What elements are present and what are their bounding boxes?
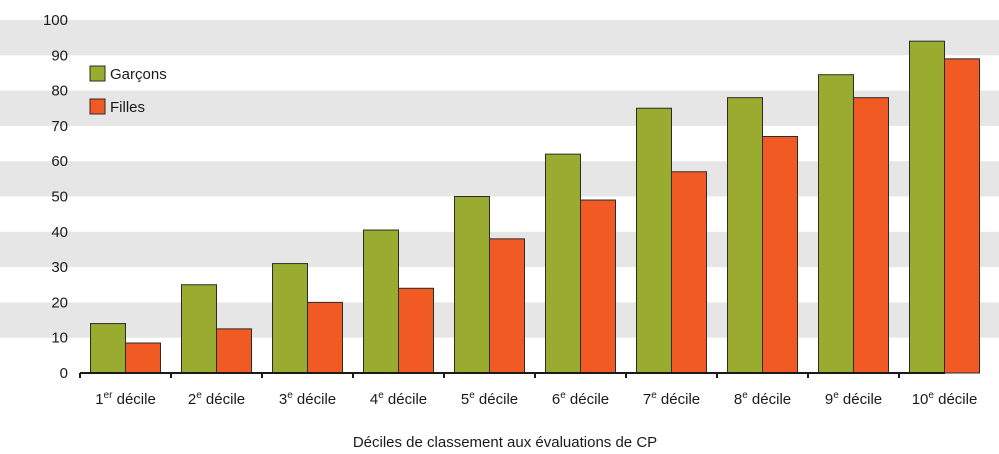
y-tick-label: 10 [51, 330, 68, 347]
bar-filles [944, 58, 980, 374]
bar-garcons [727, 97, 763, 374]
bar-garcons [363, 229, 399, 374]
x-tick-label: 10e décile [912, 390, 978, 408]
y-tick-label: 20 [51, 294, 68, 311]
bar-garcons [90, 323, 126, 374]
x-tick-label: 4e décile [370, 390, 427, 408]
bar-filles [671, 171, 707, 374]
bar-garcons [181, 284, 217, 374]
legend-label: Filles [110, 99, 145, 116]
y-tick-label: 30 [51, 259, 68, 276]
x-tick-label: 8e décile [734, 390, 791, 408]
bar-garcons [545, 153, 581, 374]
bar-filles [307, 301, 343, 374]
x-tick-label: 3e décile [279, 390, 336, 408]
x-tick-label: 7e décile [643, 390, 700, 408]
bar-filles [580, 199, 616, 374]
y-tick-label: 80 [51, 83, 68, 100]
x-tick-label: 6e décile [552, 390, 609, 408]
y-tick-label: 70 [51, 118, 68, 135]
x-axis-tick-labels: 1er décile 2e décile 3e décile 4e décile 5e … [95, 390, 977, 408]
y-tick-label: 50 [51, 189, 68, 206]
y-tick-label: 60 [51, 153, 68, 170]
x-tick-label: 5e décile [461, 390, 518, 408]
x-tick-label: 9e décile [825, 390, 882, 408]
x-tick-label: 1er décile [95, 390, 156, 408]
bars [90, 40, 980, 374]
legend-swatch [89, 65, 106, 82]
x-tick-label: 2e décile [188, 390, 245, 408]
y-tick-label: 40 [51, 224, 68, 241]
bar-filles [125, 342, 161, 374]
legend: Garçons Filles [89, 65, 167, 116]
grid-band [0, 20, 999, 56]
y-tick-label: 100 [43, 12, 68, 29]
legend-label: Garçons [110, 66, 167, 83]
bar-garcons [636, 107, 672, 374]
bar-filles [216, 328, 252, 374]
bar-garcons [909, 40, 945, 374]
bar-filles [489, 238, 525, 374]
bar-filles [398, 287, 434, 374]
bar-garcons [818, 74, 854, 374]
legend-swatch [89, 98, 106, 115]
x-axis [79, 372, 945, 378]
y-tick-label: 0 [60, 365, 68, 382]
bar-filles [762, 135, 798, 374]
y-tick-label: 90 [51, 47, 68, 64]
bar-garcons [454, 196, 490, 374]
bar-filles [853, 97, 889, 374]
bar-garcons [272, 263, 308, 374]
y-axis-ticks: 0 10 20 30 40 50 60 70 80 90 100 [43, 12, 68, 382]
x-axis-title: Déciles de classement aux évaluations de… [353, 434, 657, 451]
